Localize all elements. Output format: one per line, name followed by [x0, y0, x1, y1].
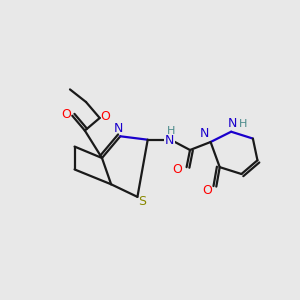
Text: H: H — [167, 126, 175, 136]
Text: N: N — [200, 128, 210, 140]
Text: O: O — [100, 110, 110, 123]
Text: H: H — [238, 119, 247, 129]
Text: N: N — [113, 122, 123, 135]
Text: S: S — [138, 195, 146, 208]
Text: O: O — [61, 108, 71, 121]
Text: O: O — [172, 163, 182, 176]
Text: O: O — [202, 184, 212, 196]
Text: N: N — [228, 117, 237, 130]
Text: N: N — [165, 134, 174, 147]
